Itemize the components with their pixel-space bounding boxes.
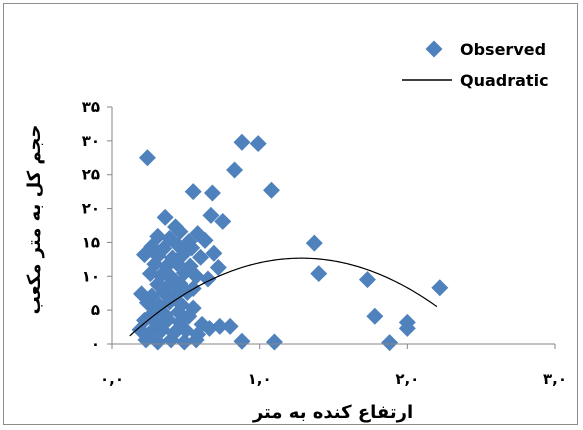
observed-point	[171, 223, 189, 241]
legend-item-quadratic: Quadratic	[402, 71, 549, 90]
y-tick-label: ٠	[91, 335, 100, 353]
legend-label-observed: Observed	[460, 40, 546, 59]
observed-point	[221, 317, 239, 335]
observed-point	[203, 184, 221, 202]
chart-frame	[3, 3, 578, 425]
legend-label-quadratic: Quadratic	[460, 71, 549, 90]
legend: Observed Quadratic	[402, 40, 549, 90]
observed-point	[398, 319, 416, 337]
observed-point	[149, 333, 167, 351]
x-axis-title: ارتفاع کنده به متر	[252, 402, 413, 423]
y-tick-label: ٢۵	[82, 166, 100, 184]
legend-item-observed: Observed	[425, 40, 546, 59]
observed-point	[233, 332, 251, 350]
observed-point	[381, 334, 399, 352]
observed-point	[205, 244, 223, 262]
y-tick-label: ٣۵	[82, 98, 100, 116]
observed-point	[310, 265, 328, 283]
observed-point	[192, 248, 210, 266]
observed-point	[196, 231, 214, 249]
observed-point	[200, 319, 218, 337]
legend-marker-observed	[425, 40, 443, 58]
y-tick-label: ١۵	[82, 233, 100, 251]
observed-point	[209, 258, 227, 276]
y-axis-ticks: ٠ ۵ ١٠ ١۵ ٢٠ ٢۵ ٣٠ ٣۵	[82, 98, 112, 353]
observed-point	[305, 234, 323, 252]
observed-point	[265, 333, 283, 351]
observed-point	[202, 206, 220, 224]
observed-point	[262, 181, 280, 199]
y-tick-label: ۵	[91, 301, 100, 319]
observed-point	[431, 279, 449, 297]
observed-point	[233, 133, 251, 151]
observed-point	[184, 183, 202, 201]
quadratic-fit-curve	[129, 257, 438, 337]
y-axis-title: حجم کل به متر مکعب	[24, 125, 45, 315]
observed-point	[214, 212, 232, 230]
observed-point	[138, 149, 156, 167]
x-tick-label: ٠,٠	[100, 370, 124, 388]
observed-point	[358, 271, 376, 289]
observed-point	[156, 208, 174, 226]
x-tick-label: ١,٠	[248, 370, 272, 388]
x-axis-ticks: ٠,٠ ١,٠ ٢,٠ ٣,٠	[100, 344, 567, 388]
x-tick-label: ٢,٠	[395, 370, 419, 388]
y-tick-label: ٢٠	[82, 200, 100, 218]
observed-marker-layer	[131, 133, 449, 352]
observed-point	[187, 267, 205, 285]
y-tick-label: ١٠	[82, 267, 100, 285]
observed-point	[226, 161, 244, 179]
observed-point	[136, 246, 153, 264]
observed-point	[249, 135, 267, 153]
x-tick-label: ٣,٠	[543, 370, 567, 388]
observed-point	[366, 307, 384, 325]
y-tick-label: ٣٠	[82, 132, 100, 150]
observed-point	[175, 333, 193, 351]
